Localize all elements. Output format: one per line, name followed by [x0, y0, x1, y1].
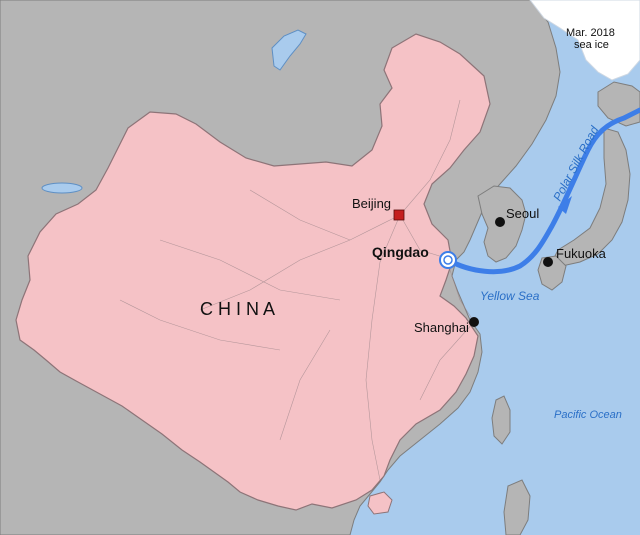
hainan-island — [367, 491, 393, 515]
shanghai-marker[interactable] — [469, 317, 479, 327]
pacific-ocean-label: Pacific Ocean — [554, 409, 622, 421]
china-territory — [15, 33, 491, 511]
philippines-islands — [503, 479, 531, 535]
qingdao-marker-inner — [443, 255, 453, 265]
japan-honshu — [551, 127, 631, 267]
beijing-label: Beijing — [352, 196, 391, 211]
taiwan-island — [491, 395, 511, 445]
shanghai-label: Shanghai — [414, 320, 469, 335]
yellow-sea-label: Yellow Sea — [480, 289, 540, 303]
route-arrow-icon — [558, 196, 572, 214]
fukuoka-marker[interactable] — [543, 257, 553, 267]
fukuoka-label: Fukuoka — [556, 246, 607, 261]
lake-balkhash — [41, 182, 83, 194]
seoul-label: Seoul — [506, 206, 539, 221]
qingdao-marker-outer[interactable] — [439, 251, 457, 269]
polar-silk-road-route — [445, 107, 640, 275]
qingdao-label: Qingdao — [372, 244, 429, 260]
sea-ice-area — [529, 0, 640, 81]
lake-baikal — [271, 29, 307, 71]
seoul-marker[interactable] — [495, 217, 505, 227]
sea-ice-label-line1: Mar. 2018 — [566, 27, 615, 39]
country-label-china: C H I N A — [200, 299, 275, 319]
sea-ice-label-line2: sea ice — [574, 39, 609, 51]
transport-network — [119, 99, 475, 481]
beijing-capital-marker[interactable] — [393, 209, 405, 221]
